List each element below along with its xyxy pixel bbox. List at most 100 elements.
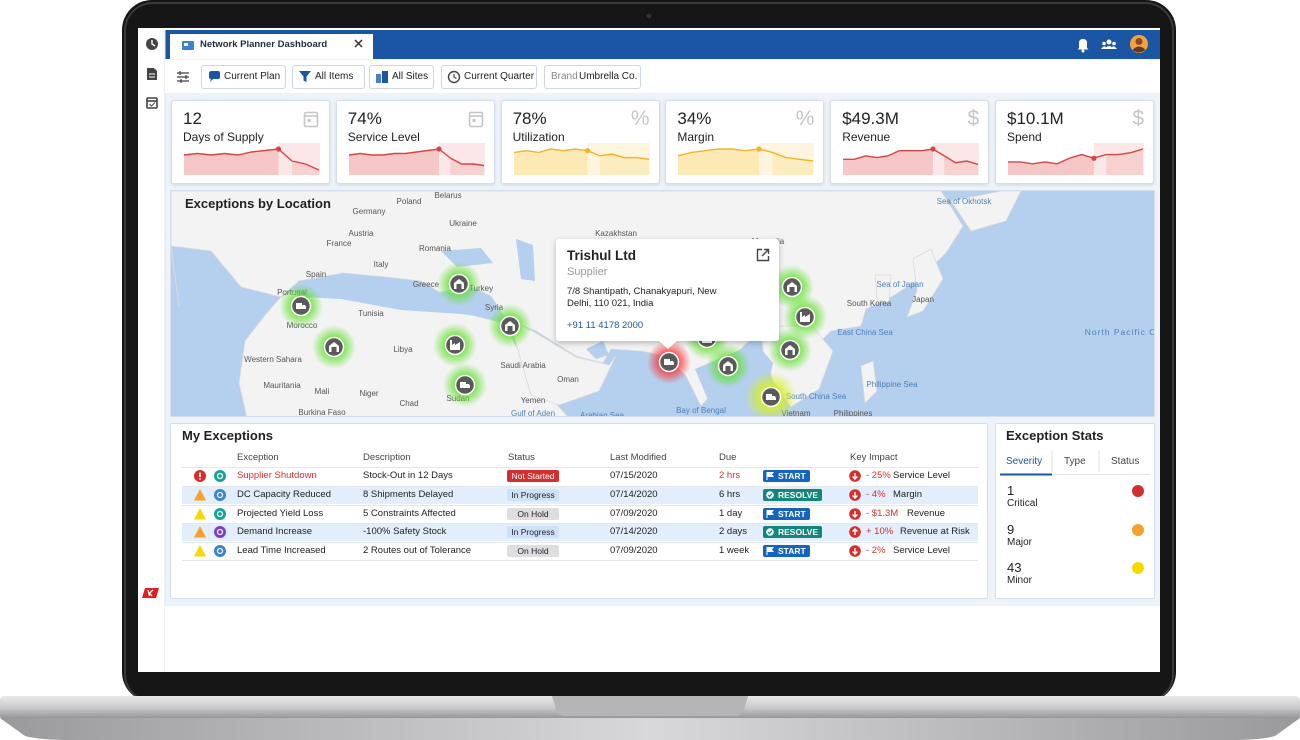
- impact-metric: Service Level: [893, 470, 951, 481]
- kpi-card[interactable]: $49.3M Revenue $: [830, 100, 990, 184]
- impact-value: - 2%: [866, 545, 886, 556]
- filter-label[interactable]: All Items: [315, 71, 354, 82]
- impact-metric: Revenue at Risk: [900, 526, 970, 537]
- severity-icon: [194, 489, 206, 501]
- sparkline: [513, 143, 650, 175]
- kpi-card[interactable]: 34% Margin%: [665, 100, 825, 184]
- country-label: Chad: [399, 399, 418, 408]
- open-link-icon[interactable]: [756, 248, 770, 262]
- kpi-card[interactable]: 12 Days of Supply: [171, 100, 330, 184]
- impact-arrow: [849, 545, 861, 557]
- forecast-line: [944, 155, 979, 166]
- status-pill: On Hold: [507, 508, 559, 520]
- country-label: Vietnam: [781, 409, 811, 417]
- location-marker[interactable]: [745, 371, 797, 417]
- laptop-base-bottom: [0, 718, 1300, 740]
- location-marker[interactable]: [647, 340, 691, 384]
- forecast-area: [292, 161, 319, 175]
- water: [516, 239, 535, 281]
- stats-tab[interactable]: Type: [1064, 456, 1086, 467]
- filter-label[interactable]: Current Quarter: [464, 71, 535, 82]
- column-header: Last Modified: [610, 452, 667, 463]
- tab-close[interactable]: [354, 39, 363, 48]
- stats-tab[interactable]: Severity: [1006, 456, 1043, 467]
- warehouse-door: [725, 366, 731, 371]
- filter-label[interactable]: All Sites: [392, 71, 429, 82]
- impact-arrow-shape: [852, 511, 858, 518]
- sidebar-document-icon[interactable]: [147, 68, 157, 80]
- impact-metric: Margin: [893, 489, 923, 500]
- country-label: Mauritania: [263, 381, 301, 390]
- impact-metric: Revenue: [907, 508, 946, 519]
- sidebar-history-icon[interactable]: [146, 38, 158, 50]
- tab[interactable]: [170, 34, 373, 59]
- brand-button[interactable]: Brand Umbrella Co.: [544, 65, 641, 89]
- kpi-card[interactable]: 78% Utilization%: [500, 100, 660, 184]
- kpi-value: $49.3M: [842, 109, 899, 128]
- action-button[interactable]: RESOLVE: [763, 489, 822, 501]
- tab-title[interactable]: Network Planner Dashboard: [200, 39, 328, 50]
- app-logo[interactable]: [142, 588, 159, 598]
- action-button[interactable]: START: [763, 470, 810, 482]
- location-marker[interactable]: [488, 304, 532, 348]
- filter-label[interactable]: Current Plan: [224, 71, 281, 82]
- exception-description: 2 Routes out of Tolerance: [363, 545, 472, 556]
- sidebar-calendar-icon[interactable]: [146, 97, 158, 109]
- exception-name[interactable]: Demand Increase: [237, 526, 312, 537]
- history-area: [184, 149, 279, 175]
- location-marker[interactable]: [312, 325, 356, 369]
- category-mark: [216, 547, 224, 555]
- popup-phone[interactable]: +91 11 4178 2000: [567, 320, 644, 331]
- action-label[interactable]: RESOLVE: [778, 527, 818, 537]
- land: [860, 360, 878, 404]
- exception-name[interactable]: DC Capacity Reduced: [237, 489, 331, 500]
- notifications-icon[interactable]: [1077, 39, 1089, 53]
- filter-button[interactable]: All Sites: [369, 65, 434, 89]
- location-marker[interactable]: [437, 262, 481, 306]
- start-flag: [766, 547, 774, 555]
- country-label: Germany: [353, 207, 386, 216]
- filter-button[interactable]: Current Plan: [201, 65, 286, 89]
- truck-icon: [766, 394, 776, 400]
- action-label[interactable]: START: [778, 546, 806, 556]
- toolbar-settings-icon[interactable]: [177, 71, 189, 83]
- kpi-card[interactable]: $10.1M Spend $: [995, 100, 1154, 184]
- action-label[interactable]: START: [778, 509, 806, 519]
- forecast-line: [291, 160, 320, 171]
- action-button[interactable]: START: [763, 508, 810, 520]
- filter-button[interactable]: All Items: [292, 65, 365, 89]
- water-label: Sea of Japan: [876, 280, 923, 289]
- location-marker[interactable]: [433, 323, 477, 367]
- action-button[interactable]: RESOLVE: [763, 526, 822, 538]
- filter-icon: [209, 71, 220, 82]
- water-label: Arabian Sea: [580, 411, 625, 417]
- sites-icon: [376, 74, 381, 83]
- location-marker[interactable]: [768, 328, 812, 372]
- exception-name[interactable]: Supplier Shutdown: [237, 470, 317, 481]
- exception-name[interactable]: Lead Time Increased: [237, 545, 326, 556]
- user-avatar[interactable]: [1130, 35, 1148, 53]
- water-label: Sea of Okhotsk: [937, 197, 993, 206]
- filter-button[interactable]: Current Quarter: [441, 65, 537, 89]
- start-flag: [766, 472, 774, 480]
- team-icon[interactable]: [1101, 39, 1117, 50]
- country-label: South Korea: [847, 299, 892, 308]
- kpi-card[interactable]: 74% Service Level: [335, 100, 495, 184]
- map-title: Exceptions by Location: [185, 196, 331, 211]
- action-label[interactable]: RESOLVE: [778, 490, 818, 500]
- exception-name[interactable]: Projected Yield Loss: [237, 508, 324, 519]
- current-point: [756, 146, 762, 152]
- action-icon: [766, 472, 774, 480]
- location-marker[interactable]: [279, 284, 323, 328]
- location-marker[interactable]: [783, 295, 827, 339]
- column-header: Due: [719, 452, 737, 463]
- impact-metric: Service Level: [893, 545, 951, 556]
- action-button[interactable]: START: [763, 545, 810, 557]
- country-label: Libya: [393, 345, 413, 354]
- action-label[interactable]: START: [778, 471, 806, 481]
- category-icon: [214, 545, 226, 557]
- location-marker[interactable]: [443, 363, 487, 407]
- impact-arrow-shape: [852, 548, 858, 555]
- stat-count: 43: [1007, 560, 1022, 575]
- stats-tab[interactable]: Status: [1111, 456, 1140, 467]
